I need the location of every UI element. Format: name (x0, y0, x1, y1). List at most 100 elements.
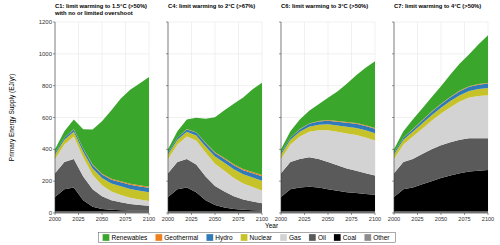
panel-title: C1: limit warming to 1.5°C (>50%)with no… (54, 3, 147, 16)
x-tick-label: 2025 (298, 216, 310, 222)
y-tick (53, 117, 55, 118)
legend-swatch (102, 234, 109, 241)
x-tick (417, 213, 418, 215)
x-tick (328, 213, 329, 215)
y-tick-label: 400 (42, 146, 53, 152)
panel-title: C7: limit warming to 4°C (>50%) (394, 3, 481, 9)
y-tick (53, 53, 55, 54)
x-tick-label: 2025 (411, 216, 423, 222)
legend-swatch (309, 234, 316, 241)
y-tick (279, 213, 281, 214)
x-tick (102, 213, 103, 215)
x-tick (168, 213, 169, 215)
legend-swatch (364, 234, 371, 241)
y-tick (166, 213, 168, 214)
legend-swatch (280, 234, 287, 241)
area (168, 83, 262, 175)
legend-label: Coal (343, 234, 357, 241)
legend-label: Geothermal (164, 234, 199, 241)
x-tick (78, 213, 79, 215)
y-tick (392, 53, 394, 54)
legend-swatch (334, 234, 341, 241)
y-tick (392, 117, 394, 118)
x-tick (125, 213, 126, 215)
x-tick (304, 213, 305, 215)
title-line: C6: limit warming to 3°C (>50%) (281, 3, 368, 9)
x-tick-label: 2050 (96, 216, 108, 222)
x-tick (262, 213, 263, 215)
y-tick (392, 181, 394, 182)
area (394, 35, 488, 152)
title-line: C1: limit warming to 1.5°C (>50%) (55, 3, 147, 9)
x-tick-label: 2000 (388, 216, 400, 222)
x-tick (375, 213, 376, 215)
panel-title: C6: limit warming to 3°C (>50%) (281, 3, 368, 9)
x-tick-label: 2000 (162, 216, 174, 222)
area (281, 211, 375, 213)
x-axis-label: Year (265, 222, 279, 229)
y-tick (53, 22, 55, 23)
plot-area (394, 35, 488, 213)
area (55, 211, 149, 213)
x-tick (394, 213, 395, 215)
legend-swatch (155, 234, 162, 241)
y-tick (166, 85, 168, 86)
x-tick (55, 213, 56, 215)
legend-box (98, 233, 395, 243)
chart: C1: limit warming to 1.5°C (>50%)with no… (0, 0, 500, 245)
x-tick-label: 2000 (275, 216, 287, 222)
y-tick-label: 600 (42, 115, 53, 121)
x-tick-label: 2075 (232, 216, 244, 222)
x-tick-label: 2100 (369, 216, 381, 222)
area (168, 211, 262, 213)
legend-label: Oil (318, 234, 327, 241)
y-tick (166, 22, 168, 23)
x-tick-label: 2025 (72, 216, 84, 222)
x-tick-label: 2075 (458, 216, 470, 222)
plot-area (55, 77, 149, 213)
y-tick (279, 22, 281, 23)
legend: RenewablesGeothermalHydroNuclearGasOilCo… (98, 233, 395, 243)
y-tick (166, 117, 168, 118)
area (281, 120, 375, 153)
legend-label: Hydro (215, 234, 233, 242)
x-tick (281, 213, 282, 215)
plot-area (168, 83, 262, 213)
y-tick (166, 149, 168, 150)
y-tick (392, 22, 394, 23)
legend-swatch (241, 234, 248, 241)
x-tick (149, 213, 150, 215)
title-line: with no or limited overshoot (54, 10, 133, 16)
y-tick (279, 53, 281, 54)
plot-area (281, 61, 375, 213)
area (281, 61, 375, 153)
area (394, 211, 488, 213)
y-tick (166, 181, 168, 182)
x-tick-label: 2100 (256, 216, 268, 222)
x-tick-label: 2100 (482, 216, 494, 222)
x-tick-label: 2025 (185, 216, 197, 222)
x-tick-label: 2050 (322, 216, 334, 222)
x-tick (215, 213, 216, 215)
title-line: C7: limit warming to 4°C (>50%) (394, 3, 481, 9)
x-tick-label: 2075 (119, 216, 131, 222)
y-tick-label: 200 (42, 178, 53, 184)
x-tick-label: 2000 (49, 216, 61, 222)
y-tick-label: 1200 (39, 19, 53, 25)
y-tick (279, 85, 281, 86)
x-tick-label: 2050 (209, 216, 221, 222)
y-tick (166, 53, 168, 54)
y-tick (53, 85, 55, 86)
x-tick-label: 2100 (143, 216, 155, 222)
x-tick-label: 2075 (345, 216, 357, 222)
y-axis-label: Primary Energy Supply (EJ/yr) (8, 74, 16, 161)
y-tick (279, 181, 281, 182)
x-tick (351, 213, 352, 215)
y-tick (279, 149, 281, 150)
area (55, 77, 149, 187)
legend-label: Gas (289, 234, 302, 241)
y-tick (279, 117, 281, 118)
x-tick (191, 213, 192, 215)
x-tick-label: 2050 (435, 216, 447, 222)
legend-label: Renewables (111, 234, 148, 241)
